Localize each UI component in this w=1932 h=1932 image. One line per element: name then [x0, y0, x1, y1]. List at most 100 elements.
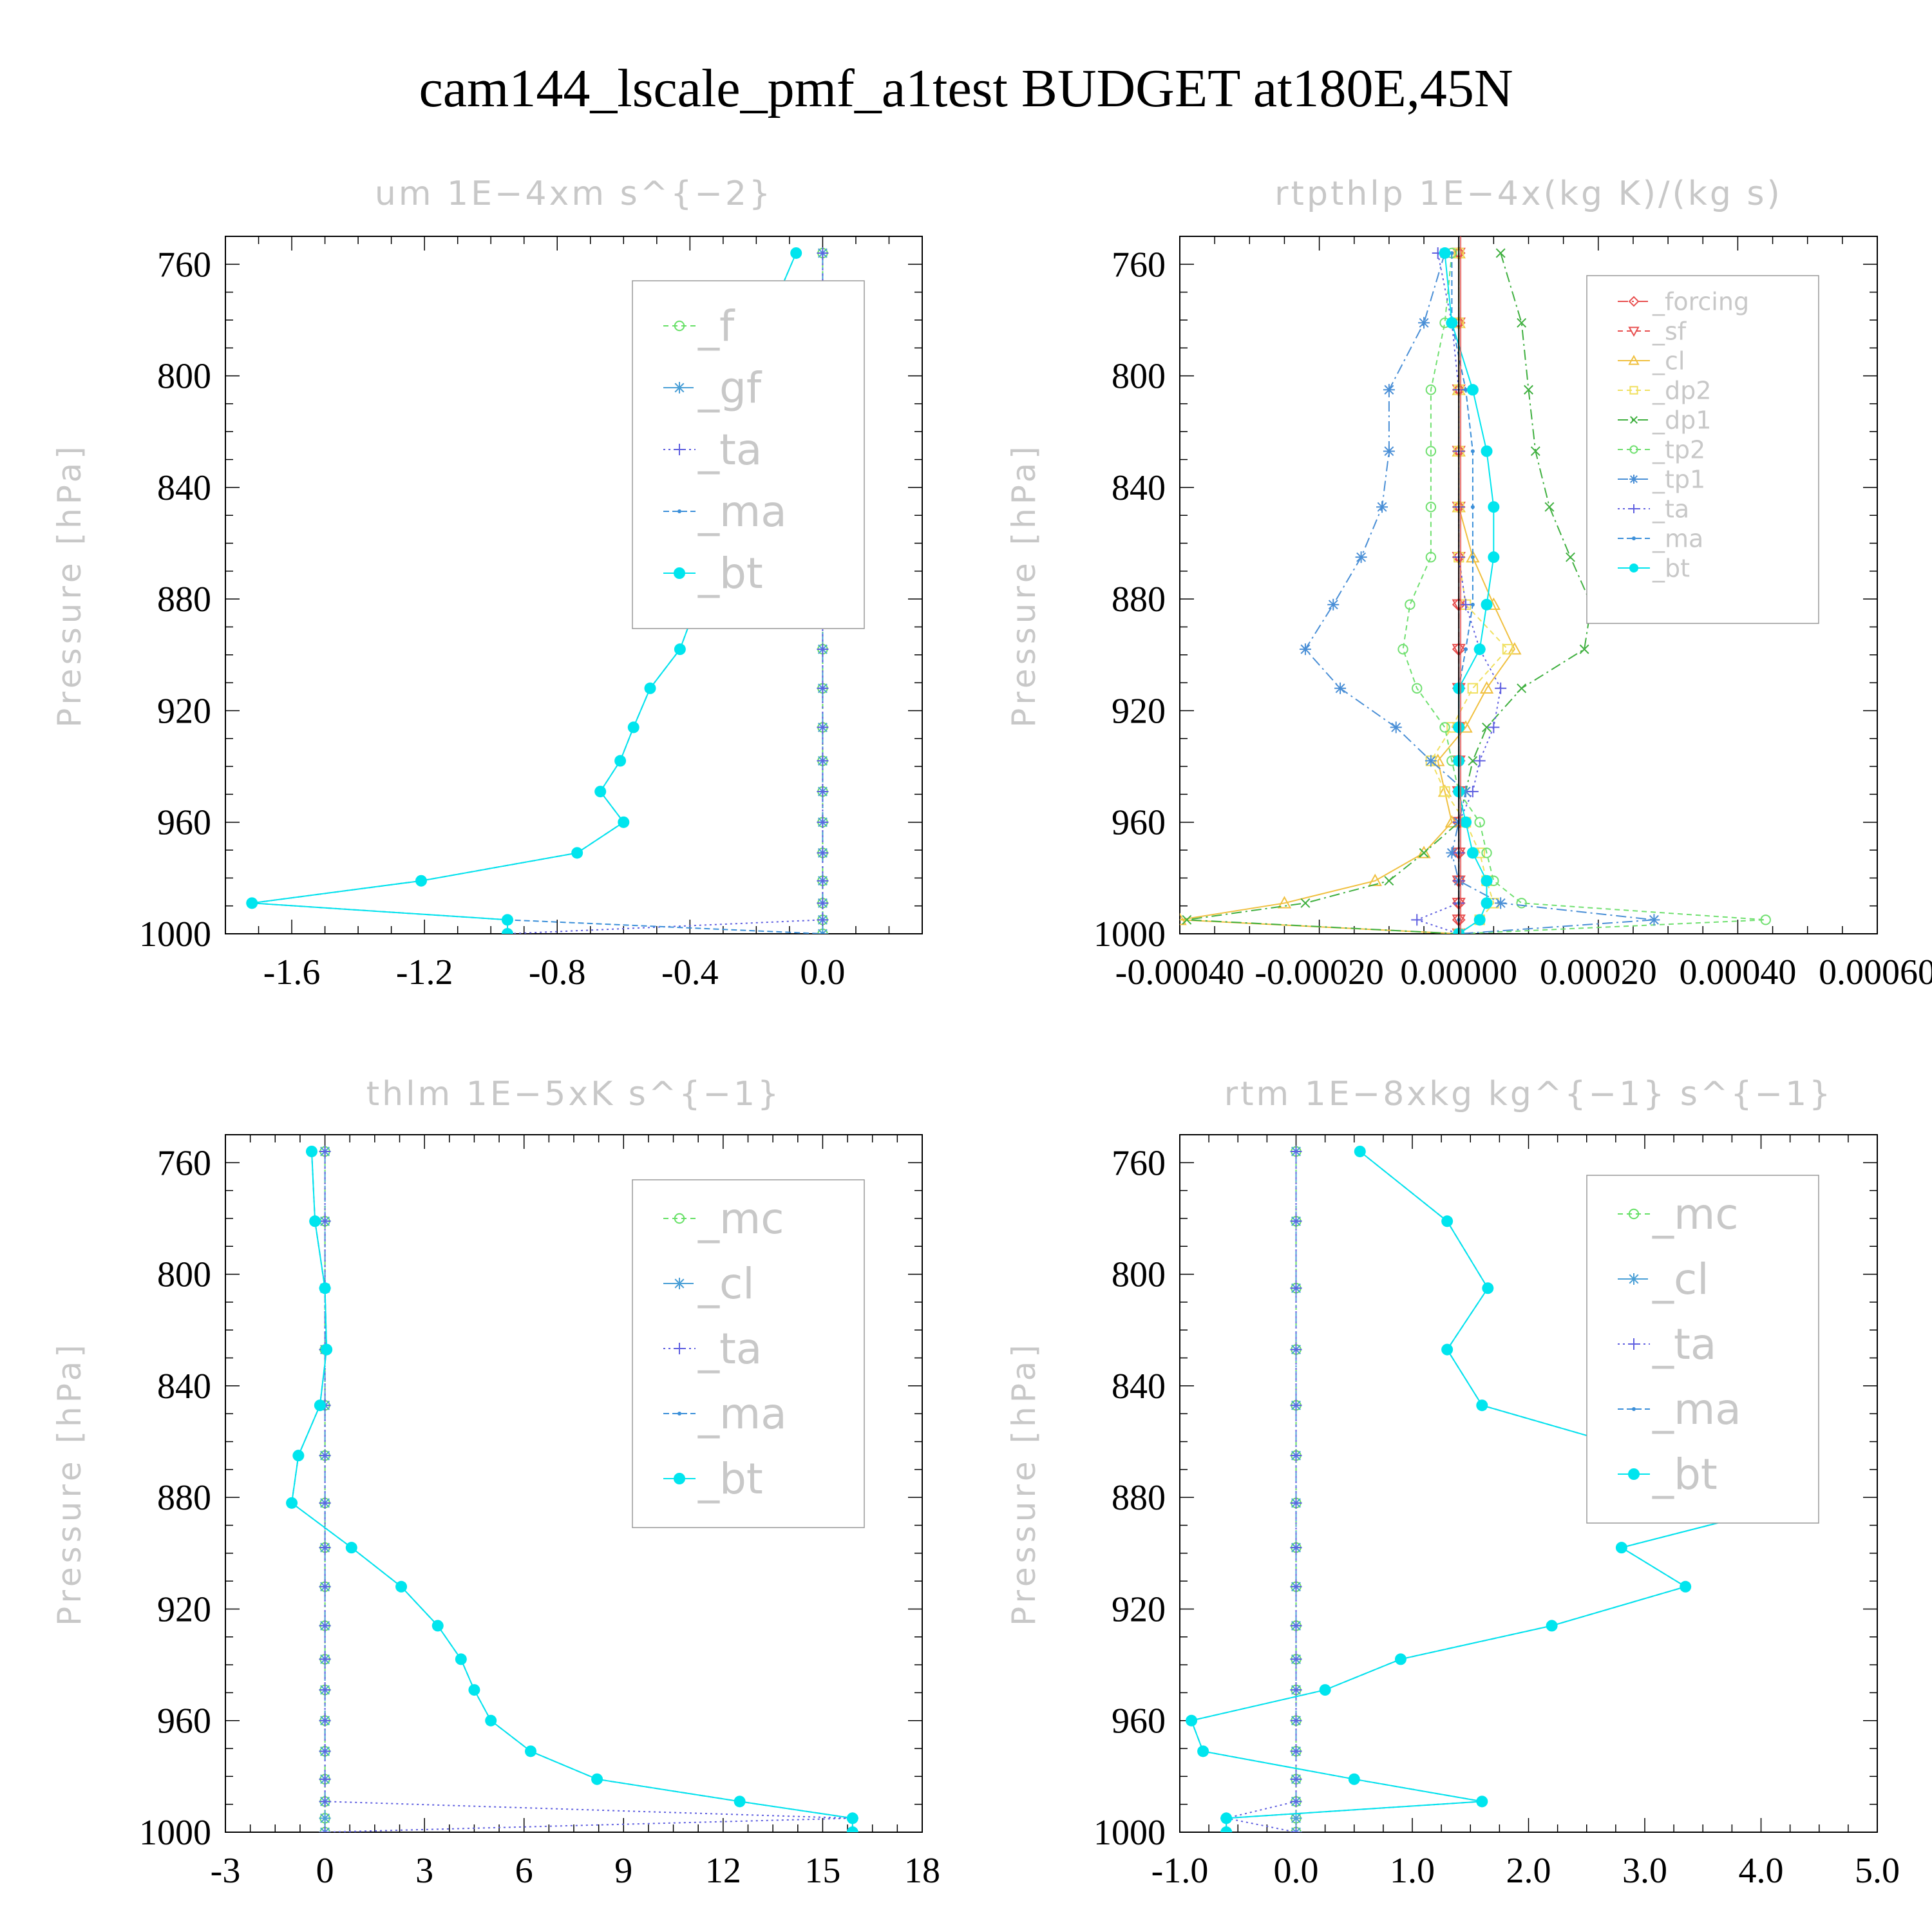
data-point: [1502, 643, 1513, 655]
data-point: [1290, 1773, 1302, 1785]
data-point-shape: [1354, 1145, 1366, 1157]
data-point-shape: [1474, 817, 1485, 828]
legend-label: _bt: [697, 1454, 763, 1504]
data-point-shape: [1425, 384, 1437, 395]
data-point: [319, 1826, 331, 1832]
x-tick-label: -0.00040: [1115, 952, 1245, 992]
data-point-shape: [1470, 555, 1475, 560]
legend-marker-shape: [1632, 1407, 1636, 1411]
legend-marker-shape: [1632, 536, 1636, 540]
data-point: [1476, 1795, 1488, 1808]
legend-item-bt: _bt: [663, 1454, 763, 1504]
data-point-shape: [1476, 1399, 1488, 1412]
legend-marker-shape: [677, 509, 681, 513]
data-point-shape: [1412, 683, 1423, 694]
data-point-shape: [431, 1620, 444, 1632]
legend-marker: [1628, 1208, 1640, 1220]
legend-marker: [1629, 564, 1638, 573]
data-point: [817, 682, 829, 694]
data-point: [395, 1580, 408, 1593]
data-point: [1290, 1620, 1302, 1632]
legend-marker: [1628, 1273, 1640, 1285]
data-point-shape: [571, 847, 583, 859]
data-point-shape: [1481, 445, 1493, 457]
data-point-shape: [1470, 602, 1475, 607]
data-point-shape: [1466, 847, 1479, 859]
data-point: [817, 847, 829, 859]
data-point: [1524, 384, 1533, 395]
legend-marker: [674, 567, 685, 579]
x-tick-label: 0.00020: [1540, 952, 1657, 992]
data-point-shape: [614, 755, 627, 767]
data-point: [309, 1215, 321, 1227]
legend-item-ma: _ma: [1618, 1385, 1741, 1434]
data-point-shape: [292, 1450, 305, 1462]
legend-marker-shape: [674, 567, 685, 579]
data-point-d2: [1524, 384, 1533, 395]
legend-box: [632, 280, 865, 629]
data-point-shape: [1277, 896, 1292, 909]
data-point-d2: [1426, 755, 1436, 766]
legend-item-cl: _cl: [1618, 346, 1685, 375]
data-point-shape: [1502, 643, 1513, 655]
x-tick-label: 0.00040: [1679, 952, 1796, 992]
y-axis-label: Pressure [hPa]: [1005, 1341, 1043, 1626]
x-tick-label: 12: [705, 1851, 741, 1891]
data-point-d2: [1384, 876, 1394, 886]
data-point-shape: [846, 1812, 858, 1824]
data-point-shape: [1464, 647, 1468, 652]
y-tick-label: 960: [157, 803, 211, 843]
data-point: [314, 1399, 326, 1412]
data-point: [1425, 502, 1437, 513]
data-point: [846, 1826, 858, 1832]
data-point-shape: [644, 682, 656, 694]
legend-item-mc: _mc: [1618, 1189, 1739, 1239]
data-point: [1290, 1399, 1302, 1412]
legend-label: _dp2: [1652, 376, 1711, 404]
data-point: [1495, 248, 1506, 258]
data-point-d2: [1566, 552, 1575, 562]
y-tick-label: 840: [1112, 468, 1166, 508]
legend-label: _tp1: [1652, 465, 1705, 493]
legend-marker-shape: [674, 1473, 685, 1484]
data-point-shape: [1464, 388, 1468, 392]
data-point: [1290, 1653, 1302, 1665]
legend-label: _cl: [697, 1259, 755, 1309]
legend-label: _gf: [697, 363, 762, 413]
data-point: [674, 643, 686, 656]
data-point-shape: [846, 1826, 858, 1832]
data-point-d2: [1391, 722, 1401, 732]
data-point-shape: [627, 721, 639, 734]
legend-marker: [1628, 296, 1640, 307]
data-point-shape: [1760, 914, 1771, 925]
x-tick-label: 18: [904, 1851, 940, 1891]
data-point: [501, 928, 513, 934]
legend-marker-d2: [1630, 416, 1638, 424]
legend-marker: [1629, 386, 1638, 395]
legend-label: _ta: [697, 1324, 762, 1374]
y-tick-label: 840: [157, 1367, 211, 1406]
y-tick-label: 840: [1112, 1367, 1166, 1406]
data-point-shape: [1615, 1542, 1627, 1554]
y-tick-label: 920: [157, 1589, 211, 1629]
figure-title: cam144_lscale_pmf_a1test BUDGET at180E,4…: [419, 59, 1513, 118]
data-point: [1439, 786, 1450, 797]
legend-label: _ta: [1652, 495, 1689, 523]
data-point-shape: [1460, 816, 1472, 828]
data-point-shape: [1220, 1812, 1233, 1824]
data-point: [1466, 786, 1479, 798]
legend-marker-shape: [1628, 354, 1640, 365]
data-point-shape: [1417, 846, 1431, 858]
data-point: [1290, 1714, 1302, 1727]
legend-item-tp2: _tp2: [1618, 435, 1705, 464]
data-point: [817, 816, 829, 828]
y-tick-label: 1000: [1094, 914, 1166, 954]
data-point-shape: [1446, 317, 1458, 329]
legend-marker-shape: [674, 1213, 685, 1224]
x-tick-label: 3.0: [1622, 1851, 1667, 1891]
data-point: [319, 1145, 331, 1157]
data-point-shape: [286, 1497, 298, 1509]
data-point: [1473, 914, 1486, 926]
data-point: [319, 1580, 331, 1593]
data-point: [1300, 898, 1311, 908]
